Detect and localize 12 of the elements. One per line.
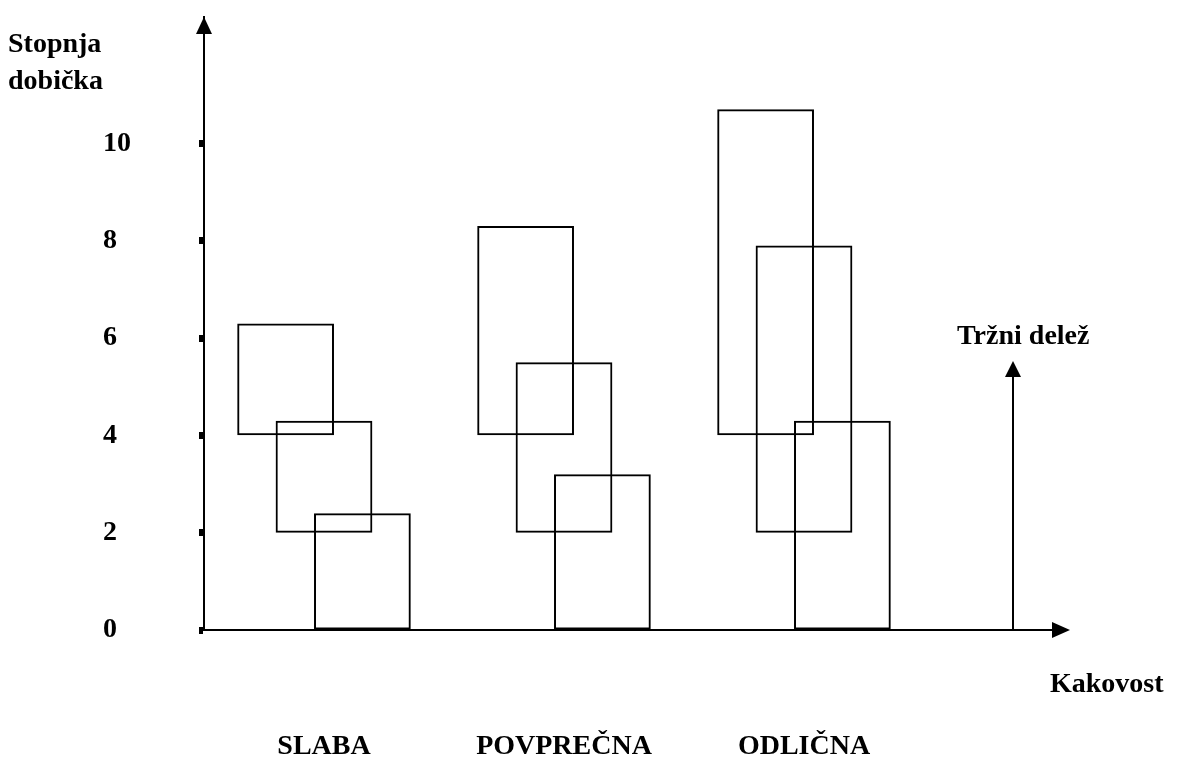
y-tick-label: 10	[103, 125, 131, 157]
x-tick-label: ODLIČNA	[737, 729, 871, 761]
y-tick-label: 8	[103, 222, 117, 254]
y-tick-label: 4	[103, 417, 117, 449]
y-tick-label: 2	[103, 514, 117, 546]
x-tick-label: POVPREČNA	[476, 729, 653, 761]
y-tick-label: 0	[103, 612, 117, 644]
text: Tržni delež	[957, 318, 1090, 352]
x-axis-title: Kakovost	[1050, 666, 1164, 700]
y-axis-title: Stopnja dobička	[8, 26, 104, 97]
x-tick-label: SLABA	[277, 729, 372, 761]
y-tick-label: 6	[103, 320, 117, 352]
